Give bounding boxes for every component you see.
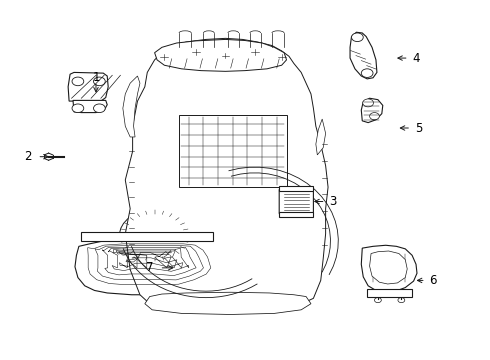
- Polygon shape: [350, 32, 377, 79]
- Circle shape: [250, 48, 260, 55]
- Polygon shape: [361, 98, 383, 123]
- Polygon shape: [75, 239, 229, 295]
- Polygon shape: [125, 39, 328, 313]
- Polygon shape: [316, 119, 326, 155]
- Text: 4: 4: [412, 51, 420, 64]
- Text: 3: 3: [329, 195, 337, 208]
- Text: 7: 7: [146, 261, 153, 274]
- Bar: [367, 289, 412, 297]
- Circle shape: [398, 298, 405, 303]
- Circle shape: [289, 196, 304, 207]
- Polygon shape: [68, 72, 108, 101]
- Circle shape: [123, 233, 133, 240]
- FancyBboxPatch shape: [279, 188, 314, 215]
- Circle shape: [72, 77, 84, 86]
- Circle shape: [133, 220, 176, 251]
- Circle shape: [361, 69, 373, 77]
- Polygon shape: [73, 100, 107, 113]
- Polygon shape: [155, 40, 287, 71]
- Circle shape: [94, 104, 105, 113]
- Circle shape: [149, 274, 157, 280]
- Circle shape: [72, 104, 84, 113]
- Circle shape: [161, 233, 171, 240]
- Circle shape: [146, 271, 161, 283]
- Text: 5: 5: [415, 122, 422, 135]
- Text: 2: 2: [24, 150, 31, 163]
- Circle shape: [220, 52, 230, 59]
- Circle shape: [374, 298, 381, 303]
- Circle shape: [90, 233, 99, 240]
- Polygon shape: [361, 245, 417, 292]
- Bar: [81, 232, 213, 241]
- Bar: [279, 186, 314, 192]
- Polygon shape: [123, 76, 140, 137]
- Circle shape: [120, 210, 190, 261]
- Circle shape: [363, 99, 373, 107]
- Circle shape: [191, 48, 201, 55]
- Circle shape: [94, 77, 105, 86]
- Text: 6: 6: [429, 274, 437, 287]
- Circle shape: [195, 233, 205, 240]
- Circle shape: [351, 33, 363, 41]
- Bar: [279, 212, 314, 217]
- Polygon shape: [145, 292, 311, 315]
- Circle shape: [369, 113, 379, 120]
- Polygon shape: [369, 251, 407, 284]
- Text: 1: 1: [92, 71, 100, 84]
- Circle shape: [146, 229, 163, 242]
- Circle shape: [277, 53, 287, 60]
- Bar: [179, 116, 287, 187]
- Circle shape: [159, 53, 169, 60]
